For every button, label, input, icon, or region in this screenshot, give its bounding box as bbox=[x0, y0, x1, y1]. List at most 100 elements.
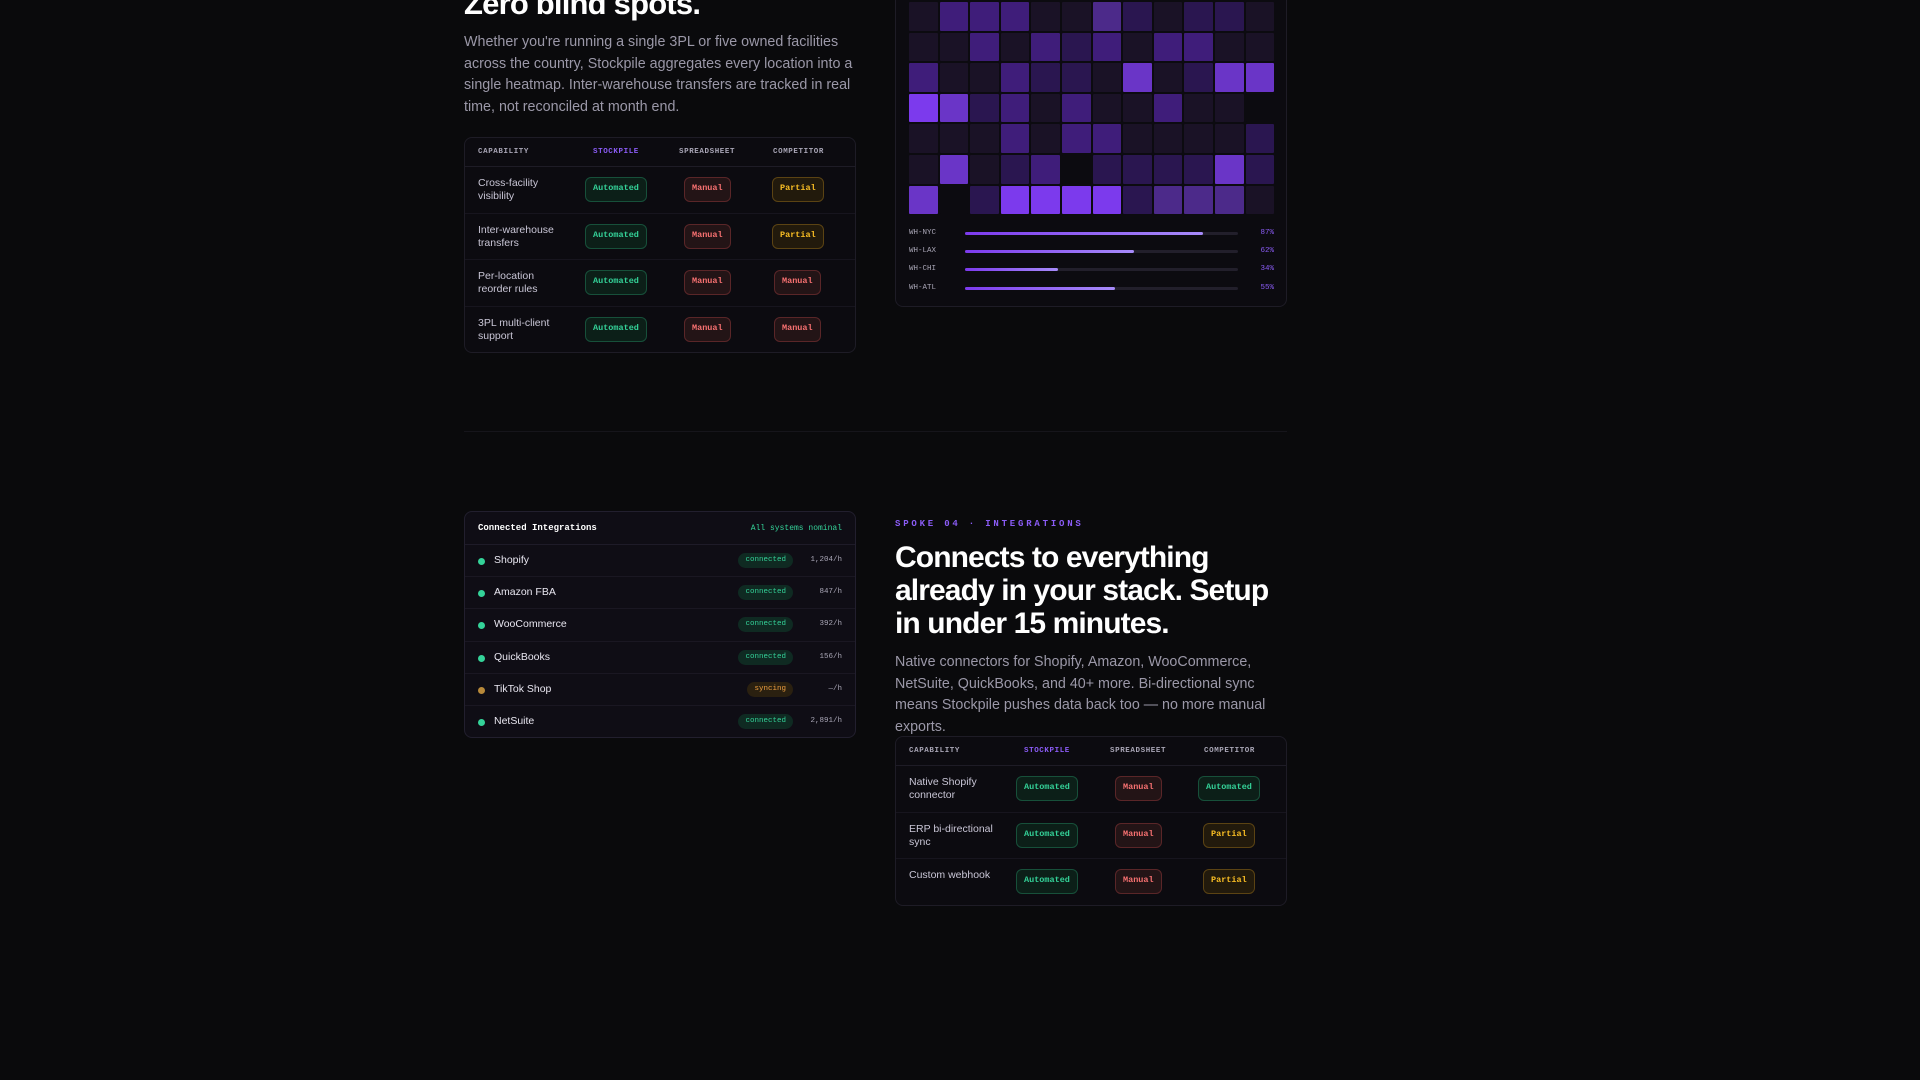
heatmap-cell bbox=[1123, 93, 1152, 123]
integrations-status: All systems nominal bbox=[750, 524, 842, 533]
heatmap-cell bbox=[1062, 2, 1091, 31]
competitor-badge: Partial bbox=[772, 223, 824, 249]
comparison-table: CAPABILITY STOCKPILE SPREADSHEET COMPETI… bbox=[464, 137, 856, 353]
capability-label: 3PL multi-client support bbox=[478, 316, 550, 342]
section-divider bbox=[464, 431, 1287, 432]
heatmap-cell bbox=[1092, 32, 1122, 62]
utilization-row: WH-NYC 87% bbox=[896, 229, 1288, 241]
integration-row[interactable]: Amazon FBA connected 847/h bbox=[465, 577, 855, 610]
header-competitor: COMPETITOR bbox=[1204, 747, 1256, 755]
heatmap-cell bbox=[939, 63, 969, 92]
integration-name: TikTok Shop bbox=[494, 682, 552, 695]
heatmap-cell bbox=[1092, 124, 1122, 153]
capability-label: Native Shopify connector bbox=[909, 776, 977, 801]
heatmap-cell bbox=[1245, 63, 1275, 92]
table-row: Custom webhook Automated Manual Partial bbox=[896, 859, 1286, 905]
heatmap-cell bbox=[1031, 2, 1060, 31]
status-dot-icon bbox=[478, 590, 485, 598]
spreadsheet-badge: Manual bbox=[684, 223, 731, 249]
competitor-badge: Automated bbox=[1198, 776, 1260, 801]
heatmap-cell bbox=[1031, 63, 1060, 92]
heatmap-cell bbox=[1153, 32, 1183, 62]
integration-row[interactable]: NetSuite connected 2,891/h bbox=[465, 706, 855, 737]
heatmap-cell bbox=[909, 93, 938, 123]
status-dot-icon bbox=[478, 558, 485, 565]
utilization-fill bbox=[965, 250, 1135, 254]
heatmap-cell bbox=[1000, 2, 1030, 31]
heatmap-cell bbox=[909, 155, 938, 184]
header-stockpile: STOCKPILE bbox=[593, 148, 639, 156]
heatmap-cell bbox=[1092, 2, 1122, 31]
integrations-card: Connected Integrations All systems nomin… bbox=[464, 511, 856, 738]
section-description: Native connectors for Shopify, Amazon, W… bbox=[895, 654, 1266, 735]
capability-label: ERP bi-directional sync bbox=[909, 822, 993, 848]
integration-row[interactable]: WooCommerce connected 392/h bbox=[465, 609, 855, 642]
heatmap-cell bbox=[1031, 155, 1060, 184]
warehouse-label: WH-CHI bbox=[909, 265, 937, 274]
heatmap-cell bbox=[1245, 155, 1275, 184]
heatmap-cell bbox=[1123, 124, 1152, 153]
heatmap-cell bbox=[1153, 93, 1183, 123]
integration-rate: 2,891/h bbox=[810, 716, 842, 725]
heatmap-cell bbox=[1245, 185, 1275, 215]
stockpile-badge: Automated bbox=[1016, 869, 1078, 894]
capability-label: Cross-facility visibility bbox=[478, 177, 539, 202]
warehouse-label: WH-ATL bbox=[909, 283, 937, 292]
table-header: CAPABILITY STOCKPILE SPREADSHEET COMPETI… bbox=[896, 737, 1286, 766]
utilization-value: 62% bbox=[1260, 247, 1274, 256]
heatmap-cell bbox=[1031, 185, 1060, 215]
heatmap-cell bbox=[1062, 93, 1091, 123]
capability-label: Custom webhook bbox=[909, 869, 991, 881]
heatmap-cell bbox=[1092, 185, 1122, 215]
heatmap-cell bbox=[1031, 32, 1060, 62]
heatmap-cell bbox=[1153, 124, 1183, 153]
heatmap-cell bbox=[1062, 63, 1091, 92]
integration-status-badge: syncing bbox=[747, 681, 793, 697]
integration-name: WooCommerce bbox=[494, 618, 567, 631]
status-dot-icon bbox=[478, 654, 485, 662]
heatmap-cell bbox=[970, 32, 999, 62]
table-header: CAPABILITY STOCKPILE SPREADSHEET COMPETI… bbox=[465, 138, 855, 167]
integration-rate: 847/h bbox=[819, 588, 842, 597]
heatmap-cell bbox=[1000, 93, 1030, 123]
utilization-track bbox=[965, 232, 1238, 235]
heatmap-cell bbox=[1184, 155, 1213, 184]
integration-row[interactable]: Shopify connected 1,204/h bbox=[465, 545, 855, 578]
stockpile-badge: Automated bbox=[1016, 776, 1078, 801]
heatmap-cell bbox=[909, 63, 938, 92]
utilization-row: WH-CHI 34% bbox=[896, 265, 1288, 277]
heatmap-grid bbox=[896, 0, 1288, 221]
heatmap-cell bbox=[909, 2, 938, 31]
heatmap-cell bbox=[1062, 124, 1091, 153]
utilization-track bbox=[965, 268, 1238, 272]
heatmap-cell bbox=[1062, 155, 1091, 184]
utilization-value: 55% bbox=[1260, 283, 1274, 292]
utilization-row: WH-LAX 62% bbox=[896, 247, 1288, 259]
stockpile-badge: Automated bbox=[585, 177, 647, 202]
integration-status-badge: connected bbox=[738, 649, 793, 665]
integration-status-badge: connected bbox=[738, 713, 793, 729]
heatmap-cell bbox=[1123, 155, 1152, 184]
spreadsheet-badge: Manual bbox=[684, 316, 731, 342]
heatmap-cell bbox=[1092, 155, 1122, 184]
integration-row[interactable]: TikTok Shop syncing —/h bbox=[465, 674, 855, 706]
heatmap-cell bbox=[1031, 93, 1060, 123]
heatmap-cell bbox=[1245, 93, 1275, 123]
heatmap-cell bbox=[1123, 185, 1152, 215]
integrations-list: Shopify connected 1,204/h Amazon FBA connect… bbox=[465, 545, 855, 737]
status-dot-icon bbox=[478, 622, 485, 630]
section-heading: Zero blind spots. bbox=[464, 0, 701, 21]
heatmap-cell bbox=[1245, 124, 1275, 153]
heatmap-cell bbox=[1184, 63, 1213, 92]
heatmap-cell bbox=[1031, 124, 1060, 153]
heatmap-cell bbox=[939, 32, 969, 62]
status-dot-icon bbox=[478, 686, 485, 694]
integration-status-badge: connected bbox=[738, 617, 793, 633]
heatmap-cell bbox=[1153, 185, 1183, 215]
status-dot-icon bbox=[478, 718, 485, 726]
integration-rate: 156/h bbox=[819, 652, 842, 661]
integration-name: Shopify bbox=[494, 554, 530, 566]
integration-row[interactable]: QuickBooks connected 156/h bbox=[465, 642, 855, 674]
integration-status-badge: connected bbox=[738, 585, 793, 601]
stockpile-badge: Automated bbox=[585, 270, 647, 295]
